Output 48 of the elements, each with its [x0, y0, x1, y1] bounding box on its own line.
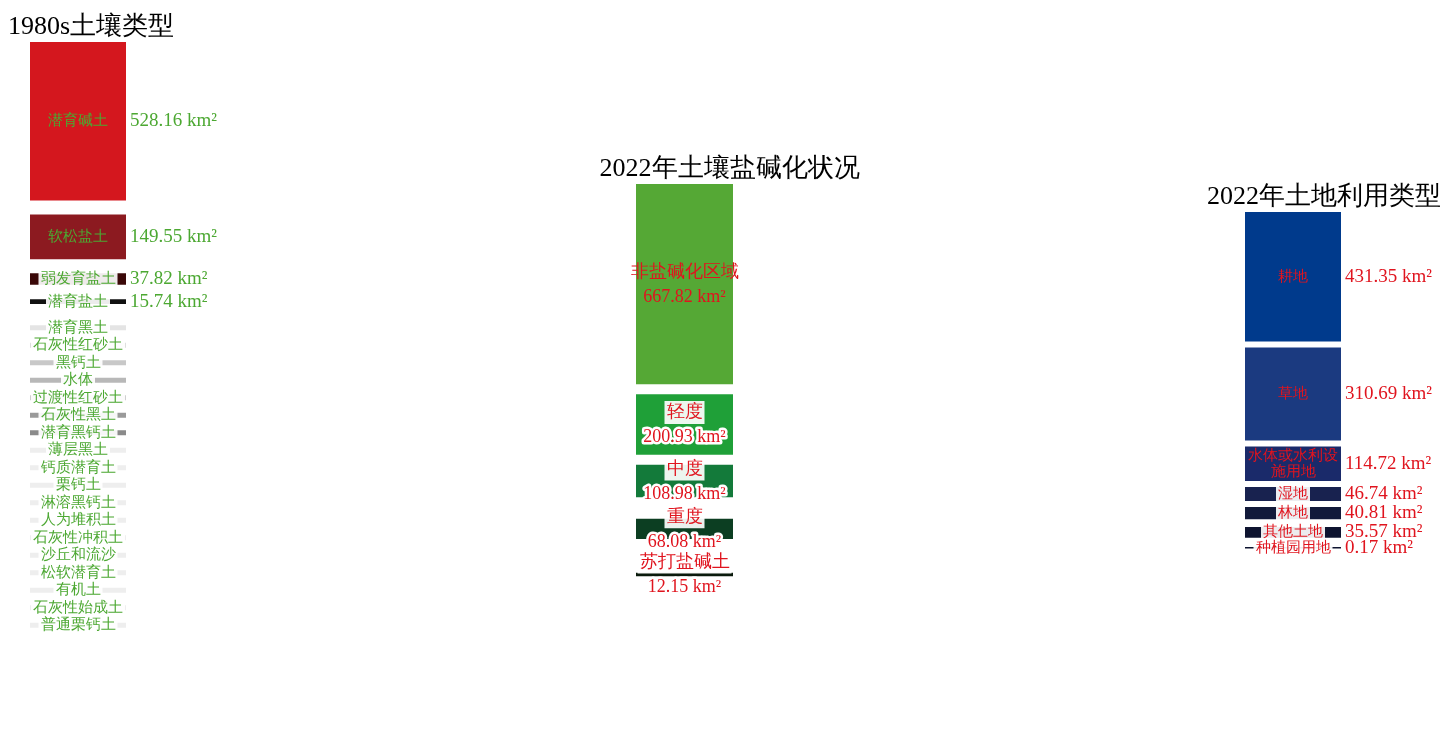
category-label: 潜育黑钙土 — [40, 422, 116, 441]
data-label: 200.93 km² — [643, 426, 726, 447]
data-label: 310.69 km² — [1345, 381, 1433, 403]
category-label: 苏打盐碱土 — [639, 550, 730, 572]
category-label: 有机土 — [55, 580, 101, 599]
data-label: 37.82 km² — [130, 266, 208, 288]
data-label: 46.74 km² — [1345, 482, 1423, 504]
category-label: 松软潜育土 — [40, 562, 116, 581]
category-label: 软松盐土 — [48, 226, 108, 245]
data-label: 12.15 km² — [647, 576, 722, 597]
category-label: 重度 — [666, 504, 703, 526]
category-label: 潜育盐土 — [48, 291, 108, 310]
category-label: 草地 — [1278, 383, 1308, 402]
category-label: 石灰性冲积土 — [33, 527, 123, 546]
category-label: 湿地 — [1278, 483, 1308, 502]
text: 2022年土地利用类型 — [1207, 181, 1441, 210]
category-label: 潜育碱土 — [48, 111, 108, 130]
category-label: 普通栗钙土 — [40, 615, 116, 634]
category-label: 轻度 — [666, 400, 703, 422]
category-label: 水体 — [63, 370, 93, 389]
data-label: 528.16 km² — [130, 109, 218, 131]
category-label: 石灰性红砂土 — [33, 335, 123, 354]
category-label: 耕地 — [1278, 266, 1308, 285]
category-label: 过渡性红砂土 — [33, 387, 123, 406]
data-label: 667.82 km² — [643, 285, 726, 306]
category-label: 弱发育盐土 — [40, 268, 116, 287]
category-label: 石灰性始成土 — [33, 597, 123, 616]
data-label: 114.72 km² — [1345, 451, 1432, 473]
category-label: 林地 — [1277, 503, 1308, 522]
category-label: 沙丘和流沙 — [40, 545, 116, 564]
category-label: 钙质潜育土 — [39, 457, 116, 476]
category-label: 黑钙土 — [55, 352, 101, 371]
category-label: 石灰性黑土 — [40, 405, 116, 424]
category-label: 淋溶黑钙土 — [40, 492, 116, 511]
text: 1980s土壤类型 — [8, 11, 175, 40]
category-label: 种植园用地 — [1255, 537, 1331, 556]
data-label: 149.55 km² — [130, 224, 218, 246]
category-label: 水体或水利设施用地 — [1248, 445, 1338, 480]
category-label: 栗钙土 — [55, 475, 101, 494]
category-label: 其他土地 — [1263, 522, 1323, 541]
category-label: 中度 — [666, 456, 703, 478]
category-label: 薄层黑土 — [48, 440, 108, 459]
data-label: 15.74 km² — [130, 289, 208, 311]
data-label: 40.81 km² — [1345, 501, 1423, 523]
category-label: 人为堆积土 — [40, 510, 116, 529]
text: 2022年土壤盐碱化状况 — [599, 153, 860, 182]
category-label: 潜育黑土 — [48, 317, 108, 336]
data-label: 431.35 km² — [1345, 264, 1433, 286]
